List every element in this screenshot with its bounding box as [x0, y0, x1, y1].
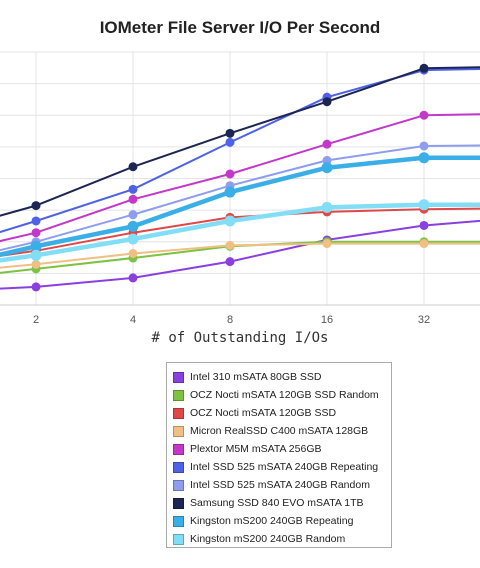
x-tick-labels: 2 4 8 16 32 — [33, 314, 430, 326]
data-point[interactable] — [31, 282, 41, 292]
data-point[interactable] — [30, 240, 42, 252]
legend-label: Intel SSD 525 mSATA 240GB Repeating — [190, 461, 379, 473]
legend-label: Samsung SSD 840 EVO mSATA 1TB — [190, 497, 364, 509]
data-point[interactable] — [224, 186, 236, 198]
legend-label: Kingston mS200 240GB Random — [190, 533, 346, 545]
data-point[interactable] — [30, 249, 42, 261]
x-tick-label: 2 — [33, 314, 39, 326]
data-point[interactable] — [225, 240, 235, 250]
data-point[interactable] — [224, 215, 236, 227]
legend-swatch — [173, 389, 184, 401]
data-point[interactable] — [128, 248, 138, 258]
x-tick-label: 8 — [227, 314, 233, 326]
legend-swatch — [173, 371, 184, 383]
legend-swatch — [173, 407, 184, 419]
data-point[interactable] — [31, 228, 41, 238]
x-tick-label: 16 — [321, 314, 333, 326]
data-point[interactable] — [127, 220, 139, 232]
data-point[interactable] — [321, 201, 333, 213]
legend-swatch — [173, 443, 184, 455]
data-point[interactable] — [128, 162, 138, 172]
legend-item[interactable]: Intel SSD 525 mSATA 240GB Random — [173, 476, 370, 494]
legend-label: OCZ Nocti mSATA 120GB SSD Random — [190, 389, 379, 401]
series-7[interactable] — [0, 63, 480, 233]
legend-label: Plextor M5M mSATA 256GB — [190, 443, 322, 455]
data-point[interactable] — [225, 257, 235, 267]
legend-swatch — [173, 533, 184, 545]
legend-item[interactable]: Intel SSD 525 mSATA 240GB Repeating — [173, 458, 378, 476]
legend-item[interactable]: Samsung SSD 840 EVO mSATA 1TB — [173, 494, 364, 512]
line-chart: 2 4 8 16 32 — [0, 51, 480, 326]
legend-item[interactable]: OCZ Nocti mSATA 120GB SSD Random — [173, 386, 379, 404]
legend-label: Kingston mS200 240GB Repeating — [190, 515, 354, 527]
legend-swatch — [173, 515, 184, 527]
data-point[interactable] — [31, 259, 41, 269]
legend-swatch — [173, 461, 184, 473]
data-point[interactable] — [418, 152, 430, 164]
legend-label: OCZ Nocti mSATA 120GB SSD — [190, 407, 337, 419]
data-point[interactable] — [128, 194, 138, 204]
legend-swatch — [173, 479, 184, 491]
data-point[interactable] — [322, 97, 332, 107]
data-point[interactable] — [418, 199, 430, 211]
legend-label: Micron RealSSD C400 mSATA 128GB — [190, 425, 369, 437]
x-axis-label: # of Outstanding I/Os — [151, 330, 329, 346]
legend-swatch — [173, 425, 184, 437]
data-point[interactable] — [127, 233, 139, 245]
legend-item[interactable]: Kingston mS200 240GB Repeating — [173, 512, 353, 530]
series-3[interactable] — [0, 239, 480, 273]
legend-item[interactable]: OCZ Nocti mSATA 120GB SSD — [173, 404, 336, 422]
data-point[interactable] — [419, 220, 429, 230]
series-4[interactable] — [0, 110, 480, 256]
chart-title: IOMeter File Server I/O Per Second — [99, 18, 381, 37]
legend-swatch — [173, 497, 184, 509]
x-tick-label: 32 — [418, 314, 430, 326]
series-8[interactable] — [0, 152, 480, 269]
series-layer — [0, 63, 480, 292]
data-point[interactable] — [321, 162, 333, 174]
data-point[interactable] — [128, 184, 138, 194]
data-point[interactable] — [128, 273, 138, 283]
data-point[interactable] — [322, 139, 332, 149]
data-point[interactable] — [419, 239, 429, 249]
data-point[interactable] — [322, 239, 332, 249]
data-point[interactable] — [128, 210, 138, 220]
x-tick-label: 4 — [130, 314, 136, 326]
legend-item[interactable]: Plextor M5M mSATA 256GB — [173, 440, 322, 458]
legend: Intel 310 mSATA 80GB SSD OCZ Nocti mSATA … — [166, 362, 392, 548]
data-point[interactable] — [225, 128, 235, 138]
data-point[interactable] — [419, 63, 429, 73]
series-9[interactable] — [0, 199, 480, 269]
legend-label: Intel SSD 525 mSATA 240GB Random — [190, 479, 370, 491]
legend-item[interactable]: Kingston mS200 240GB Random — [173, 530, 345, 548]
data-point[interactable] — [225, 137, 235, 147]
data-point[interactable] — [31, 216, 41, 226]
data-point[interactable] — [225, 169, 235, 179]
data-point[interactable] — [419, 141, 429, 151]
legend-item[interactable]: Intel 310 mSATA 80GB SSD — [173, 368, 322, 386]
legend-label: Intel 310 mSATA 80GB SSD — [190, 371, 322, 383]
data-point[interactable] — [419, 110, 429, 120]
data-point[interactable] — [31, 201, 41, 211]
legend-item[interactable]: Micron RealSSD C400 mSATA 128GB — [173, 422, 368, 440]
